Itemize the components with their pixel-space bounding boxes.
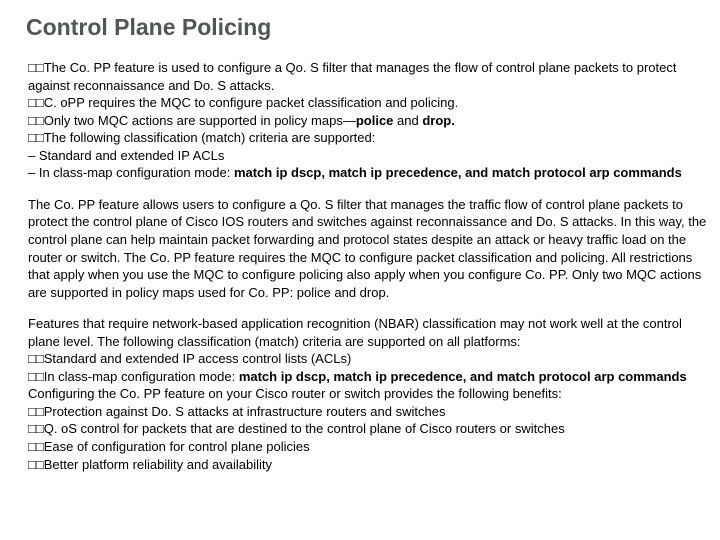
s3-line3a: □□In class-map configuration mode: (28, 369, 239, 384)
s1-line6: – In class-map configuration mode: match… (28, 164, 712, 182)
section-1: □□The Co. PP feature is used to configur… (28, 59, 712, 182)
s1-line1a: □□The Co. PP feature is used to configur… (28, 59, 712, 77)
s3-line7: □□Ease of configuration for control plan… (28, 438, 712, 456)
s1-line3a: □□Only two MQC actions are supported in … (28, 113, 356, 128)
s1-line5: – Standard and extended IP ACLs (28, 147, 712, 165)
s3-line6: □□Q. oS control for packets that are des… (28, 420, 712, 438)
s3-line4: Configuring the Co. PP feature on your C… (28, 385, 712, 403)
s2-paragraph: The Co. PP feature allows users to confi… (28, 196, 712, 301)
s1-line2: □□C. oPP requires the MQC to configure p… (28, 94, 712, 112)
s1-line3b: police (356, 113, 394, 128)
s3-line8: □□Better platform reliability and availa… (28, 456, 712, 474)
s1-line6b: match ip dscp, match ip precedence, and … (234, 165, 682, 180)
s1-line4: □□The following classification (match) c… (28, 129, 712, 147)
s3-line5: □□Protection against Do. S attacks at in… (28, 403, 712, 421)
s1-line3d: drop. (422, 113, 455, 128)
s1-line3: □□Only two MQC actions are supported in … (28, 112, 712, 130)
section-3: Features that require network-based appl… (28, 315, 712, 473)
page-title: Control Plane Policing (26, 12, 712, 43)
s3-line1: Features that require network-based appl… (28, 315, 712, 350)
section-2: The Co. PP feature allows users to confi… (28, 196, 712, 301)
s1-line6a: – In class-map configuration mode: (28, 165, 234, 180)
s1-line3c: and (393, 113, 422, 128)
s3-line3: □□In class-map configuration mode: match… (28, 368, 712, 386)
s3-line3b: match ip dscp, match ip precedence, and … (239, 369, 687, 384)
s1-line1b: against reconnaissance and Do. S attacks… (28, 77, 712, 95)
s3-line2: □□Standard and extended IP access contro… (28, 350, 712, 368)
